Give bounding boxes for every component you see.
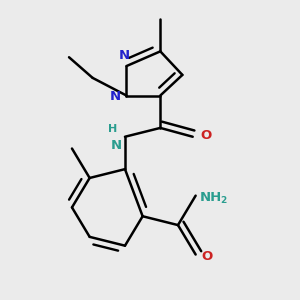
Text: H: H bbox=[108, 124, 118, 134]
Text: 2: 2 bbox=[221, 196, 227, 206]
Text: N: N bbox=[110, 139, 122, 152]
Text: O: O bbox=[202, 250, 213, 262]
Text: N: N bbox=[110, 91, 121, 103]
Text: N: N bbox=[118, 49, 130, 62]
Text: NH: NH bbox=[200, 190, 222, 204]
Text: O: O bbox=[200, 129, 211, 142]
